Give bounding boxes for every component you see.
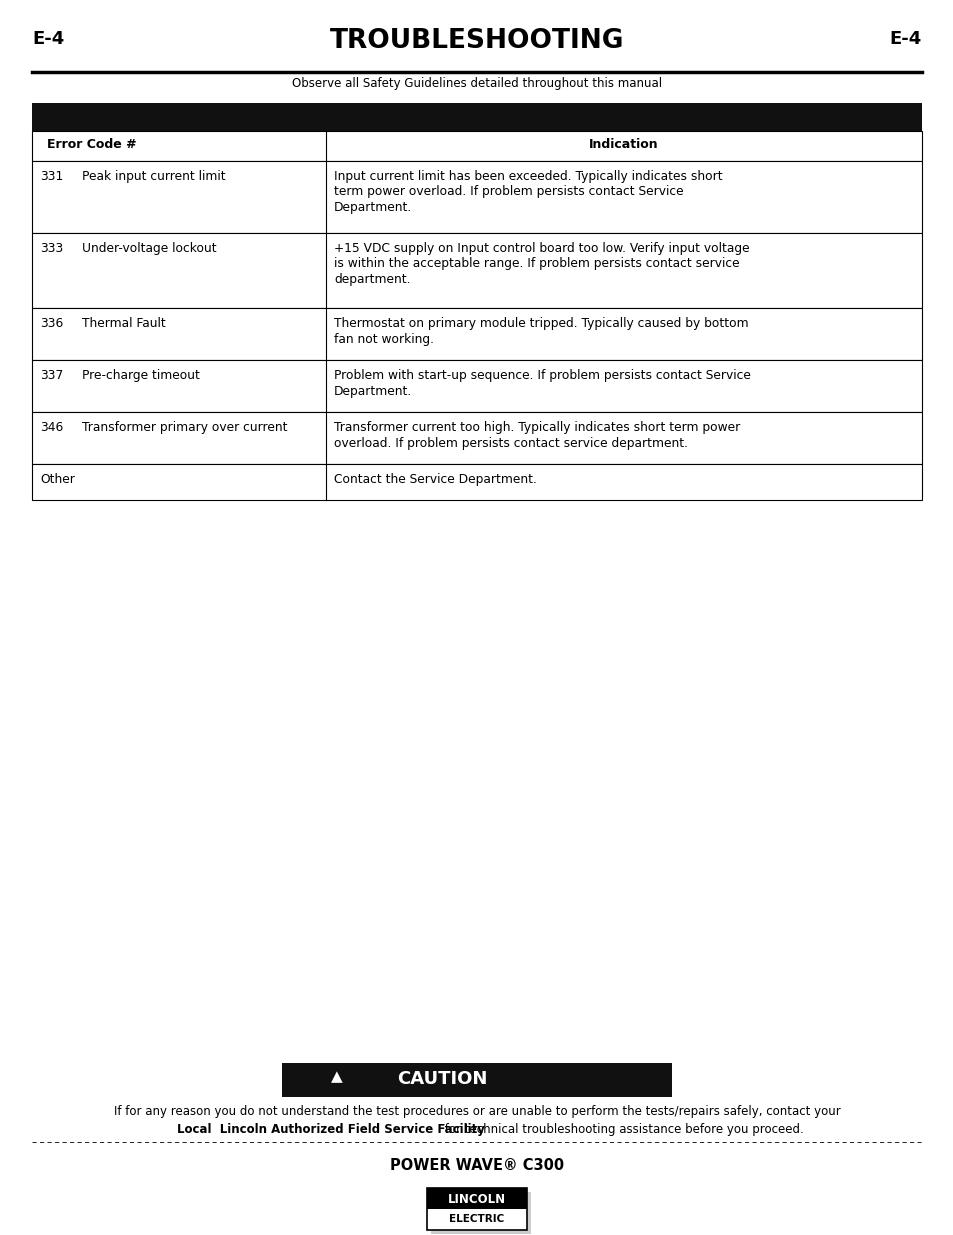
Text: Local  Lincoln Authorized Field Service Facility: Local Lincoln Authorized Field Service F…	[177, 1123, 485, 1136]
Bar	[431, 1192, 531, 1234]
Text: Other: Other	[40, 473, 74, 487]
Text: E-4: E-4	[32, 30, 64, 48]
Text: term power overload. If problem persists contact Service: term power overload. If problem persists…	[334, 185, 683, 199]
Text: 337: 337	[40, 369, 63, 382]
Text: Department.: Department.	[334, 384, 412, 398]
Text: for technical troubleshooting assistance before you proceed.: for technical troubleshooting assistance…	[441, 1123, 803, 1136]
Bar	[427, 1188, 526, 1209]
Text: ▲: ▲	[331, 1070, 342, 1084]
Text: Transformer primary over current: Transformer primary over current	[82, 421, 287, 433]
Text: department.: department.	[334, 273, 410, 287]
Bar	[32, 359, 921, 412]
Bar	[32, 464, 921, 500]
Text: +15 VDC supply on Input control board too low. Verify input voltage: +15 VDC supply on Input control board to…	[334, 242, 749, 254]
Text: CAUTION: CAUTION	[396, 1070, 487, 1088]
Text: fan not working.: fan not working.	[334, 332, 434, 346]
Text: Thermal Fault: Thermal Fault	[82, 317, 166, 330]
Text: 333: 333	[40, 242, 63, 254]
Text: Problem with start-up sequence. If problem persists contact Service: Problem with start-up sequence. If probl…	[334, 369, 750, 382]
Text: POWER WAVE® C300: POWER WAVE® C300	[390, 1158, 563, 1173]
Text: overload. If problem persists contact service department.: overload. If problem persists contact se…	[334, 436, 687, 450]
Text: Observe all Safety Guidelines detailed throughout this manual: Observe all Safety Guidelines detailed t…	[292, 77, 661, 90]
Text: Indication: Indication	[589, 138, 659, 151]
Text: 336: 336	[40, 317, 63, 330]
Text: is within the acceptable range. If problem persists contact service: is within the acceptable range. If probl…	[334, 258, 739, 270]
Bar	[427, 1188, 526, 1230]
Text: Contact the Service Department.: Contact the Service Department.	[334, 473, 537, 487]
Text: Pre-charge timeout: Pre-charge timeout	[82, 369, 200, 382]
Bar	[32, 308, 921, 359]
Bar	[282, 1063, 671, 1097]
Text: ELECTRIC: ELECTRIC	[449, 1214, 504, 1224]
Text: 346: 346	[40, 421, 63, 433]
Text: E-4: E-4	[889, 30, 921, 48]
Text: Thermostat on primary module tripped. Typically caused by bottom: Thermostat on primary module tripped. Ty…	[334, 317, 748, 330]
Bar	[32, 233, 921, 308]
Bar	[32, 131, 921, 161]
Text: Input current limit has been exceeded. Typically indicates short: Input current limit has been exceeded. T…	[334, 170, 721, 183]
Bar	[427, 1209, 526, 1230]
Text: Department.: Department.	[334, 201, 412, 214]
Text: 331: 331	[40, 170, 63, 183]
Text: LINCOLN: LINCOLN	[448, 1193, 505, 1207]
Text: If for any reason you do not understand the test procedures or are unable to per: If for any reason you do not understand …	[113, 1105, 840, 1118]
Text: Under-voltage lockout: Under-voltage lockout	[82, 242, 216, 254]
Text: Peak input current limit: Peak input current limit	[82, 170, 226, 183]
Bar	[32, 103, 921, 131]
Text: TROUBLESHOOTING: TROUBLESHOOTING	[330, 28, 623, 54]
Bar	[32, 161, 921, 233]
Text: Error Code #: Error Code #	[47, 138, 136, 151]
Text: Transformer current too high. Typically indicates short term power: Transformer current too high. Typically …	[334, 421, 740, 433]
Bar	[32, 412, 921, 464]
